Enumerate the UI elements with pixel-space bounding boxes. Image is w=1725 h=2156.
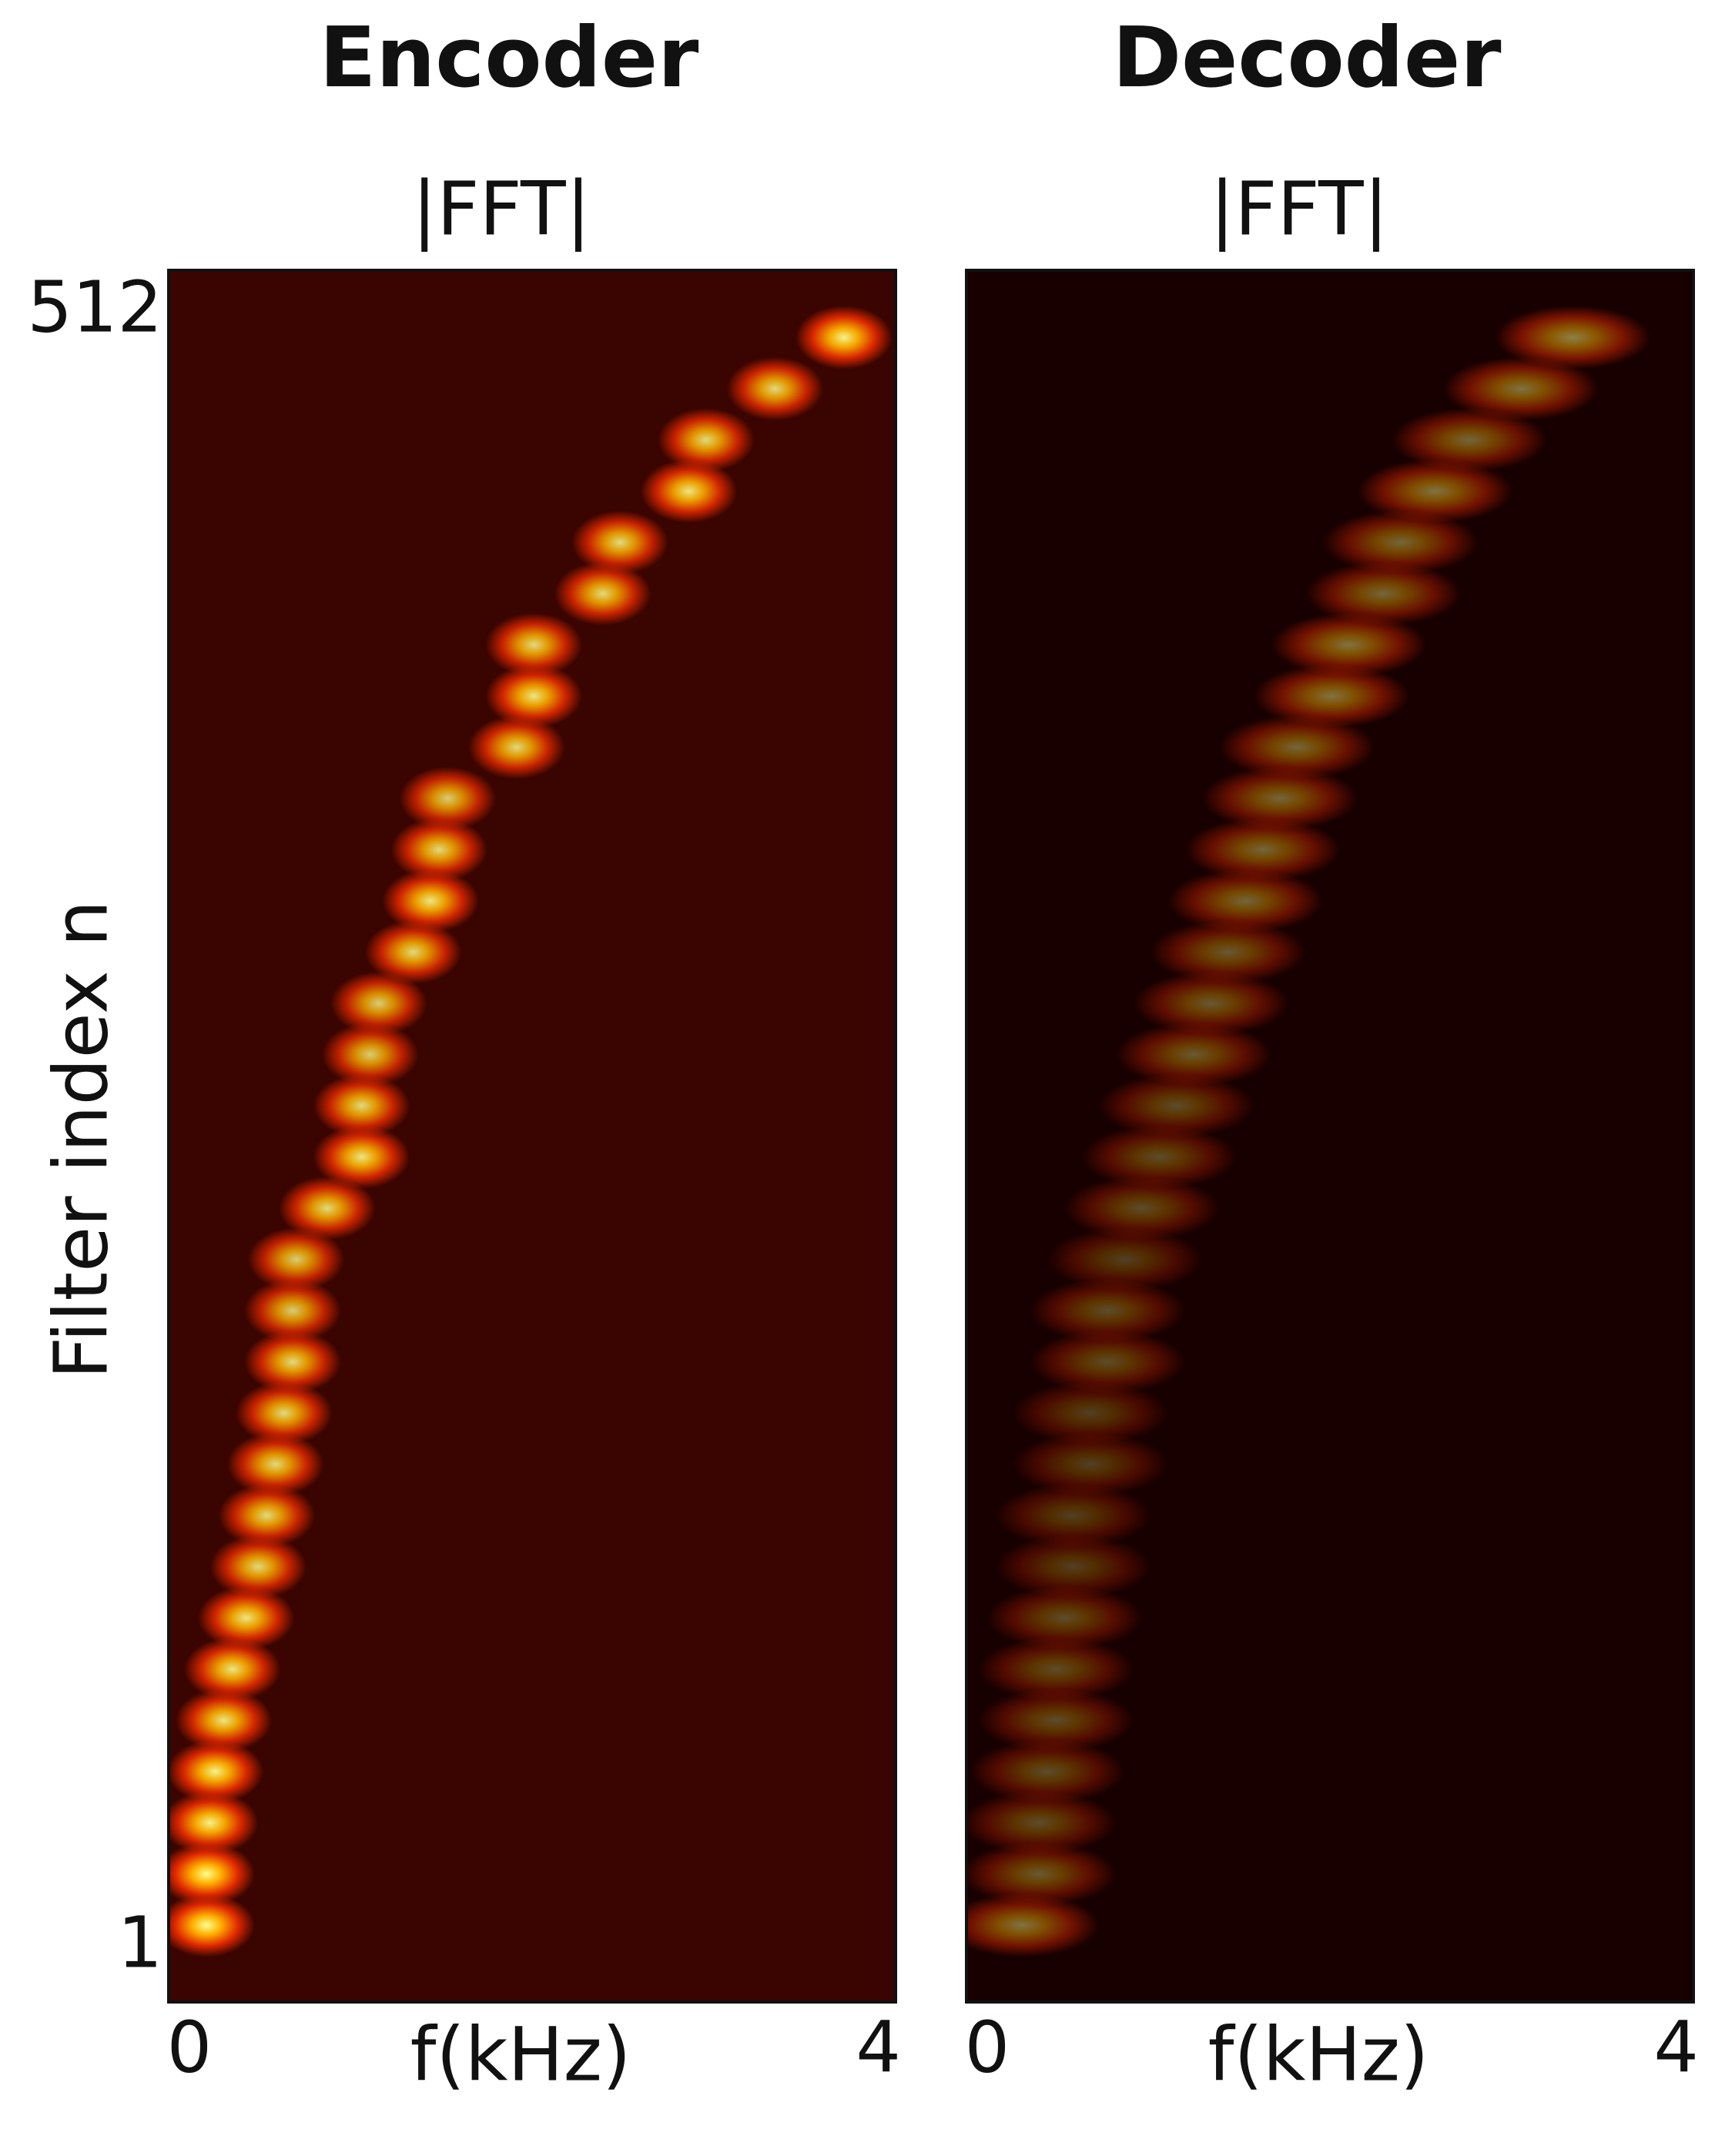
heatmap-band xyxy=(970,1739,1125,1803)
panel-title: Decoder xyxy=(1113,10,1502,106)
heatmap-band xyxy=(986,1585,1143,1650)
panel-frame xyxy=(965,269,1695,2004)
heatmap-band xyxy=(1030,1278,1186,1343)
heatmap-band xyxy=(382,869,479,933)
heatmap-band xyxy=(399,766,497,831)
heatmap-band xyxy=(313,1073,410,1138)
heatmap-band xyxy=(485,664,582,728)
x-axis-label: f(kHz) xyxy=(1208,2011,1429,2097)
heatmap-band xyxy=(1495,306,1651,370)
heatmap-band xyxy=(227,1432,324,1496)
panel-subtitle: |FFT| xyxy=(412,166,591,253)
heatmap xyxy=(169,270,896,2002)
x-tick-label: 4 xyxy=(1653,2006,1699,2088)
heatmap-band xyxy=(1271,613,1427,677)
heatmap-band xyxy=(1305,561,1462,626)
heatmap-band xyxy=(554,561,651,626)
heatmap-band xyxy=(1116,1023,1271,1086)
heatmap-band xyxy=(1443,357,1599,421)
heatmap-band xyxy=(244,1330,341,1394)
heatmap-band xyxy=(198,1585,295,1650)
heatmap-band xyxy=(726,357,824,421)
heatmap-band xyxy=(468,715,565,779)
heatmap-background xyxy=(169,270,896,2002)
heatmap-band xyxy=(966,1790,1117,1855)
heatmap-band xyxy=(1064,1176,1220,1240)
heatmap-band xyxy=(1202,766,1358,831)
heatmap-band xyxy=(1254,664,1409,728)
y-axis-label: Filter index n xyxy=(38,900,124,1379)
heatmap-band xyxy=(1323,511,1479,574)
heatmap-band xyxy=(1151,920,1306,984)
heatmap-band xyxy=(175,1688,273,1753)
x-tick-label: 4 xyxy=(856,2006,901,2088)
heatmap-band xyxy=(236,1381,333,1445)
heatmap-band xyxy=(996,1483,1151,1548)
heatmap-band xyxy=(1013,1432,1168,1496)
heatmap-band xyxy=(184,1637,281,1701)
y-tick-label: 512 xyxy=(27,266,162,348)
panel-subtitle: |FFT| xyxy=(1210,166,1388,253)
heatmap-band xyxy=(1133,971,1289,1036)
heatmap-band xyxy=(244,1278,341,1343)
heatmap-band xyxy=(1185,818,1341,882)
heatmap-band xyxy=(1047,1227,1203,1291)
heatmap-band xyxy=(978,1688,1134,1753)
panel-frame xyxy=(167,269,897,2004)
heatmap-band xyxy=(966,1893,1100,1957)
heatmap-band xyxy=(247,1227,345,1291)
heatmap-band xyxy=(1030,1330,1186,1394)
heatmap-band xyxy=(322,1023,419,1086)
heatmap-band xyxy=(1099,1073,1254,1138)
x-axis-label: f(kHz) xyxy=(410,2011,631,2097)
heatmap-band xyxy=(1081,1125,1238,1189)
heatmap-band xyxy=(966,1842,1117,1906)
heatmap xyxy=(966,270,1693,2002)
heatmap-band xyxy=(169,1739,264,1803)
heatmap-band xyxy=(169,1842,255,1906)
heatmap-band xyxy=(658,408,755,472)
heatmap-band xyxy=(390,818,487,882)
heatmap-band xyxy=(640,459,738,524)
heatmap-band xyxy=(1219,715,1375,779)
panel-title: Encoder xyxy=(320,10,699,106)
heatmap-band xyxy=(485,613,582,677)
heatmap-band xyxy=(796,306,893,370)
heatmap-band xyxy=(996,1535,1151,1599)
heatmap-band xyxy=(279,1176,376,1240)
heatmap-band xyxy=(1167,869,1324,933)
heatmap-band xyxy=(169,1790,259,1855)
x-tick-label: 0 xyxy=(965,2006,1010,2088)
heatmap-band xyxy=(330,971,427,1036)
heatmap-band xyxy=(313,1125,410,1189)
y-tick-label: 1 xyxy=(117,1902,162,1984)
heatmap-band xyxy=(209,1535,306,1599)
heatmap-band xyxy=(978,1637,1134,1701)
heatmap-band xyxy=(571,511,668,574)
heatmap-band xyxy=(1357,459,1513,524)
heatmap-band xyxy=(169,1893,255,1957)
x-tick-label: 0 xyxy=(167,2006,213,2088)
heatmap-band xyxy=(365,920,462,984)
heatmap-band xyxy=(1392,408,1547,472)
heatmap-band xyxy=(218,1483,316,1548)
heatmap-band xyxy=(1013,1381,1168,1445)
